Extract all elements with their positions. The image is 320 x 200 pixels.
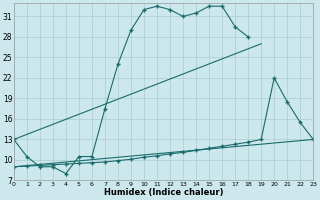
X-axis label: Humidex (Indice chaleur): Humidex (Indice chaleur) <box>104 188 223 197</box>
